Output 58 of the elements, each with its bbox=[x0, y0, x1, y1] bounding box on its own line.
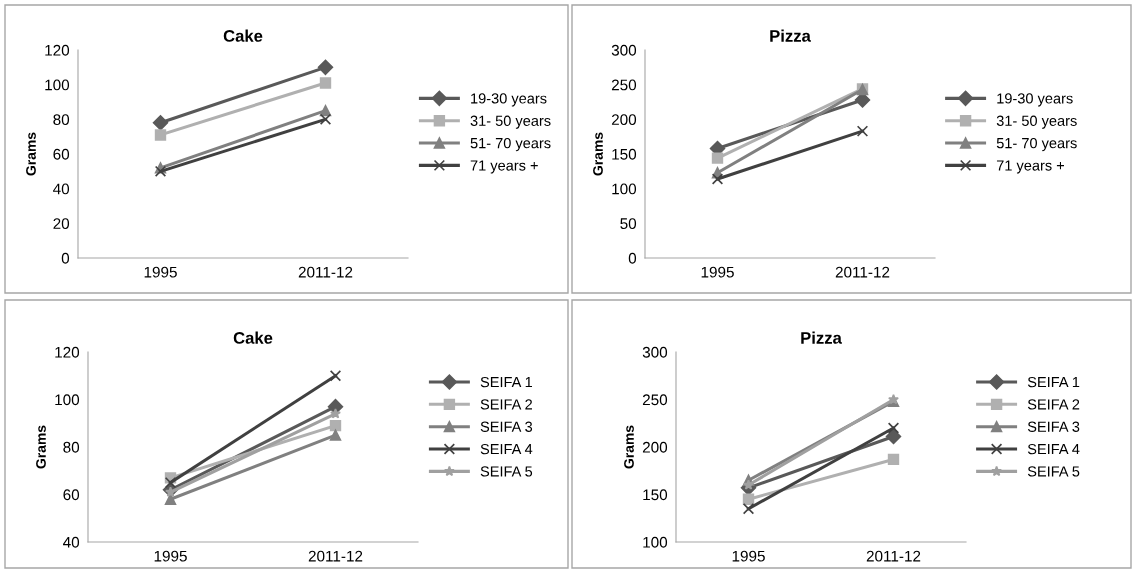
y-tick-label: 200 bbox=[611, 114, 637, 126]
legend-label: 51- 70 years bbox=[996, 137, 1077, 152]
chart-title: Cake bbox=[233, 331, 273, 344]
legend-label: 31- 50 years bbox=[996, 115, 1077, 129]
y-axis-title: Grams bbox=[36, 425, 46, 469]
y-tick-label: 300 bbox=[611, 44, 637, 56]
y-tick-label: 80 bbox=[53, 114, 70, 126]
x-tick-label: 2011-12 bbox=[866, 550, 921, 562]
legend-label: 71 years + bbox=[470, 160, 538, 174]
legend-label: SEIFA 2 bbox=[1027, 399, 1080, 410]
legend-label: SEIFA 4 bbox=[480, 443, 533, 455]
chart-title: Pizza bbox=[801, 331, 842, 344]
legend-label: 19-30 years bbox=[997, 93, 1073, 107]
y-tick-label: 120 bbox=[55, 346, 80, 358]
x-tick-label: 2011-12 bbox=[298, 266, 353, 278]
y-tick-label: 250 bbox=[642, 394, 668, 406]
legend-label: SEIFA 5 bbox=[480, 466, 533, 477]
y-axis-title: Grams bbox=[26, 132, 36, 176]
y-tick-label: 50 bbox=[620, 218, 637, 230]
legend-label: 19-30 years bbox=[471, 93, 547, 107]
legend-label: 71 years + bbox=[996, 160, 1064, 174]
legend-label: SEIFA 2 bbox=[480, 399, 532, 410]
y-tick-label: 100 bbox=[612, 183, 637, 195]
x-tick-label: 1995 bbox=[701, 266, 734, 278]
y-tick-label: 200 bbox=[642, 441, 668, 453]
legend-label: SEIFA 3 bbox=[480, 421, 533, 432]
y-axis-title: Grams bbox=[624, 425, 634, 469]
y-tick-label: 300 bbox=[642, 346, 668, 358]
legend-label: SEIFA 1 bbox=[480, 376, 532, 388]
y-tick-label: 60 bbox=[63, 489, 80, 501]
y-tick-label: 150 bbox=[612, 148, 637, 160]
y-tick-label: 100 bbox=[643, 536, 668, 548]
y-tick-label: 100 bbox=[55, 394, 80, 406]
y-tick-label: 20 bbox=[53, 218, 70, 230]
y-tick-label: 0 bbox=[628, 252, 637, 264]
legend-label: 51- 70 years bbox=[470, 137, 551, 152]
y-tick-label: 0 bbox=[61, 252, 70, 264]
legend-label: SEIFA 4 bbox=[1027, 443, 1080, 455]
legend-label: 31- 50 years bbox=[470, 115, 551, 129]
chart-title: Pizza bbox=[770, 29, 811, 42]
y-tick-label: 150 bbox=[643, 489, 668, 501]
y-tick-label: 40 bbox=[63, 536, 80, 548]
legend-label: SEIFA 3 bbox=[1027, 421, 1080, 432]
y-tick-label: 250 bbox=[611, 79, 637, 91]
x-tick-label: 1995 bbox=[732, 550, 765, 562]
x-tick-label: 1995 bbox=[144, 266, 177, 278]
y-tick-label: 80 bbox=[63, 441, 80, 453]
y-axis-title: Grams bbox=[593, 132, 603, 176]
y-tick-label: 120 bbox=[45, 44, 70, 56]
y-tick-label: 40 bbox=[53, 183, 70, 195]
legend-label: SEIFA 1 bbox=[1027, 376, 1080, 388]
chart-title: Cake bbox=[223, 29, 263, 42]
x-tick-label: 2011-12 bbox=[835, 266, 890, 278]
y-tick-label: 60 bbox=[53, 148, 70, 160]
y-tick-label: 100 bbox=[45, 79, 70, 91]
x-tick-label: 1995 bbox=[154, 550, 187, 562]
x-tick-label: 2011-12 bbox=[308, 550, 363, 562]
legend-label: SEIFA 5 bbox=[1027, 466, 1080, 477]
